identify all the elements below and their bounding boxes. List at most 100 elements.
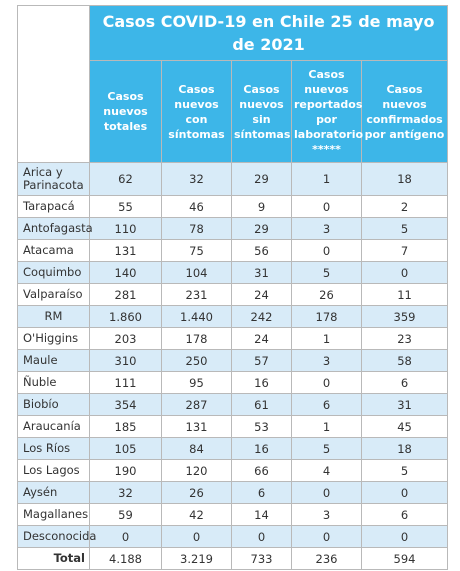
table-row: Los Ríos 105 84 16 5 18 (17, 437, 449, 460)
table-row: Los Lagos 190 120 66 4 5 (17, 459, 449, 482)
table-row: Ñuble 111 95 16 0 6 (17, 371, 449, 394)
region-name: Valparaíso (17, 283, 90, 306)
column-header-antigen: Casos nuevos confirmados por antígeno (360, 60, 449, 163)
value-cell: 29 (231, 217, 292, 240)
table-row: Valparaíso 281 231 24 26 11 (17, 283, 449, 306)
header-blank-cell (17, 5, 90, 163)
value-cell: 9 (231, 195, 292, 218)
value-cell: 1 (291, 415, 362, 438)
region-name: O'Higgins (17, 327, 90, 350)
value-cell: 45 (360, 415, 449, 438)
region-name: Tarapacá (17, 195, 90, 218)
table-row: O'Higgins 203 178 24 1 23 (17, 327, 449, 350)
region-name: RM (17, 305, 90, 328)
value-cell: 6 (291, 393, 362, 416)
value-cell: 57 (231, 349, 292, 372)
value-cell: 18 (360, 162, 449, 196)
value-cell: 0 (291, 239, 362, 262)
value-cell: 26 (161, 481, 232, 504)
region-name: Araucanía (17, 415, 90, 438)
region-name: Los Ríos (17, 437, 90, 460)
value-cell: 32 (89, 481, 162, 504)
value-cell: 4 (291, 459, 362, 482)
value-cell: 120 (161, 459, 232, 482)
value-cell: 0 (291, 195, 362, 218)
value-cell: 46 (161, 195, 232, 218)
value-cell: 0 (231, 525, 292, 548)
value-cell: 11 (360, 283, 449, 306)
table-row: Coquimbo 140 104 31 5 0 (17, 261, 449, 284)
region-name: Los Lagos (17, 459, 90, 482)
value-cell: 26 (291, 283, 362, 306)
value-cell: 6 (231, 481, 292, 504)
table-row: RM 1.860 1.440 242 178 359 (17, 305, 449, 328)
value-cell: 131 (89, 239, 162, 262)
covid-cases-table: Casos COVID-19 en Chile 25 de mayo de 20… (17, 5, 449, 570)
value-cell: 250 (161, 349, 232, 372)
value-cell: 287 (161, 393, 232, 416)
region-name: Atacama (17, 239, 90, 262)
value-cell: 14 (231, 503, 292, 526)
value-cell: 242 (231, 305, 292, 328)
value-cell: 0 (89, 525, 162, 548)
value-cell: 1.440 (161, 305, 232, 328)
value-cell: 3 (291, 349, 362, 372)
value-cell: 31 (360, 393, 449, 416)
table-body: Arica y Parinacota 62 32 29 1 18 Tarapacá 55 46 9… (17, 162, 449, 570)
value-cell: 59 (89, 503, 162, 526)
value-cell: 1 (291, 327, 362, 350)
value-cell: 231 (161, 283, 232, 306)
table-row: Atacama 131 75 56 0 7 (17, 239, 449, 262)
value-cell: 190 (89, 459, 162, 482)
total-row: Total 4.188 3.219 733 236 594 (17, 547, 449, 570)
value-cell: 5 (360, 217, 449, 240)
value-cell: 111 (89, 371, 162, 394)
value-cell: 0 (291, 371, 362, 394)
value-cell: 1.860 (89, 305, 162, 328)
total-value-cell: 594 (360, 547, 449, 570)
value-cell: 0 (161, 525, 232, 548)
region-name: Magallanes (17, 503, 90, 526)
value-cell: 66 (231, 459, 292, 482)
value-cell: 62 (89, 162, 162, 196)
value-cell: 1 (291, 162, 362, 196)
value-cell: 55 (89, 195, 162, 218)
table-row: Biobío 354 287 61 6 31 (17, 393, 449, 416)
region-name: Coquimbo (17, 261, 90, 284)
region-name: Aysén (17, 481, 90, 504)
value-cell: 32 (161, 162, 232, 196)
table-title: Casos COVID-19 en Chile 25 de mayo de 20… (89, 5, 449, 61)
value-cell: 185 (89, 415, 162, 438)
total-value-cell: 236 (291, 547, 362, 570)
value-cell: 178 (291, 305, 362, 328)
column-header-total: Casos nuevos totales (89, 60, 162, 163)
region-name: Antofagasta (17, 217, 93, 240)
column-header-lab-reported: Casos nuevos reportados por laboratorio … (291, 60, 363, 163)
table-row: Tarapacá 55 46 9 0 2 (17, 195, 449, 218)
value-cell: 140 (89, 261, 162, 284)
value-cell: 6 (360, 503, 449, 526)
value-cell: 2 (360, 195, 449, 218)
value-cell: 78 (161, 217, 232, 240)
value-cell: 29 (231, 162, 292, 196)
value-cell: 53 (231, 415, 292, 438)
value-cell: 281 (89, 283, 162, 306)
value-cell: 178 (161, 327, 232, 350)
value-cell: 310 (89, 349, 162, 372)
covid-table-container: Casos COVID-19 en Chile 25 de mayo de 20… (17, 5, 449, 570)
value-cell: 359 (360, 305, 449, 328)
table-row: Aysén 32 26 6 0 0 (17, 481, 449, 504)
value-cell: 0 (291, 481, 362, 504)
value-cell: 56 (231, 239, 292, 262)
value-cell: 58 (360, 349, 449, 372)
table-row: Desconocida 0 0 0 0 0 (17, 525, 449, 548)
value-cell: 7 (360, 239, 449, 262)
value-cell: 31 (231, 261, 292, 284)
value-cell: 84 (161, 437, 232, 460)
column-header-symptomatic: Casos nuevos con síntomas (161, 60, 232, 163)
value-cell: 61 (231, 393, 292, 416)
value-cell: 3 (291, 217, 362, 240)
value-cell: 23 (360, 327, 449, 350)
value-cell: 0 (360, 525, 449, 548)
total-value-cell: 4.188 (89, 547, 162, 570)
